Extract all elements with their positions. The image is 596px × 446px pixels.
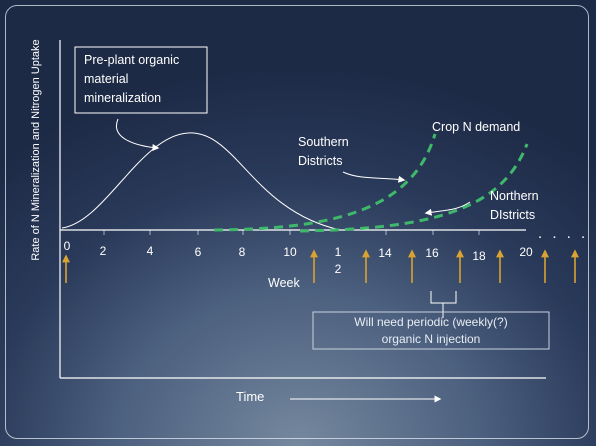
week-tick-label: 8	[239, 245, 246, 259]
preplant-connector-arrow	[116, 118, 160, 152]
week-tick-label: 14	[378, 246, 392, 260]
preplant-mineralization-curve	[61, 132, 341, 231]
northern-label-line: DIstricts	[490, 208, 535, 222]
preplant-callout-line: Pre-plant organic	[84, 53, 179, 67]
southern-label-line: Districts	[298, 154, 342, 168]
week-axis-continuation: . . . .	[538, 225, 588, 242]
week-tick-label: 2	[100, 244, 107, 258]
week-tick-label: 0	[64, 239, 71, 253]
injection-bracket	[430, 291, 457, 318]
week-label: Week	[268, 276, 300, 290]
crop-demand-label: Crop N demand	[432, 120, 520, 134]
week-tick-label: 18	[472, 249, 486, 263]
southern-connector-arrow	[342, 171, 406, 183]
preplant-callout-line: material	[84, 72, 128, 86]
week-tick-label: 6	[195, 245, 202, 259]
week-tick-label: 16	[425, 246, 439, 260]
week-tick-marks	[103, 230, 480, 235]
northern-demand-curve	[299, 143, 529, 233]
injection-note-line: Will need periodic (weekly(?)	[354, 315, 507, 329]
week-tick-label: 10	[283, 245, 297, 259]
injection-note-line: organic N injection	[382, 332, 481, 346]
y-axis-label: Rate of N Mineralization and Nitrogen Up…	[30, 39, 42, 260]
northern-connector-arrow	[424, 201, 471, 216]
week-tick-label: 20	[519, 245, 533, 259]
injection-arrows	[62, 249, 579, 283]
preplant-callout-line: mineralization	[84, 91, 161, 105]
southern-demand-curve	[213, 133, 437, 232]
preplant-callout-box	[74, 46, 208, 114]
northern-label-line: Northern	[490, 189, 539, 203]
time-axis-label: Time	[236, 389, 264, 404]
injection-note-box	[312, 311, 550, 350]
week-tick-label: 4	[147, 244, 154, 258]
southern-label-line: Southern	[298, 135, 349, 149]
slide-frame	[5, 5, 589, 439]
